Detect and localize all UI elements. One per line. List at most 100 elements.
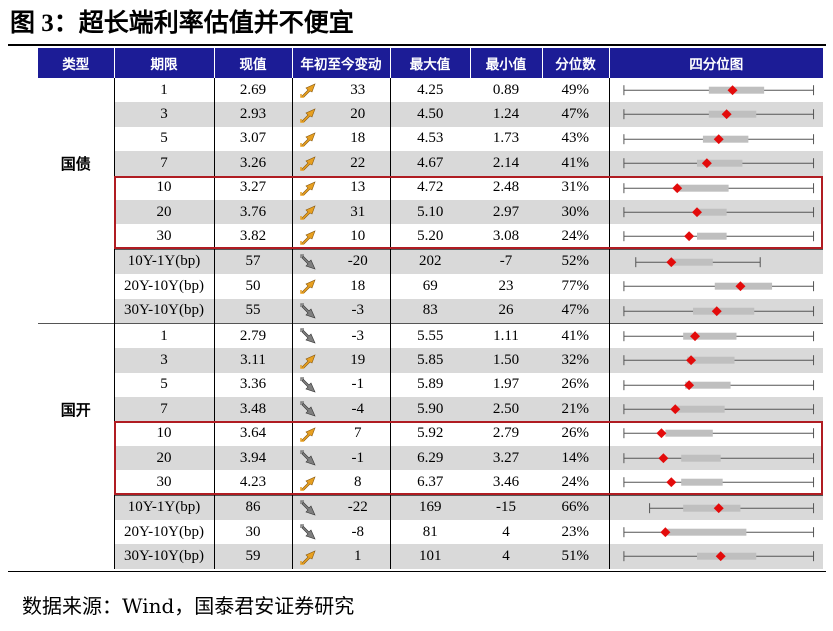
- boxplot-current-marker: [665, 477, 676, 488]
- ytd-change-cell: 19: [326, 348, 390, 373]
- quartile-boxplot: [622, 527, 814, 538]
- boxplot-iqr-box: [694, 208, 727, 216]
- min-value-cell: 2.48: [492, 179, 520, 196]
- down-arrow-icon: [300, 450, 318, 466]
- quartile-boxplot: [622, 85, 814, 96]
- percentile-cell: 23%: [561, 523, 590, 540]
- quartile-boxplot: [622, 477, 814, 488]
- ytd-change-cell: 18: [350, 130, 366, 147]
- max-value-cell: 4.53: [389, 126, 470, 152]
- direction-cell: [291, 102, 326, 127]
- direction-cell: [291, 470, 326, 496]
- ytd-change-cell: -3: [326, 298, 390, 324]
- quartile-boxplot: [622, 231, 814, 242]
- quartile-boxplot: [634, 256, 761, 267]
- ytd-change-cell: 10: [350, 228, 366, 245]
- up-arrow-icon: [300, 82, 318, 98]
- min-value-cell: -15: [470, 494, 542, 521]
- boxplot-cell: [608, 520, 823, 545]
- boxplot-iqr-box: [682, 504, 740, 512]
- up-arrow-icon: [300, 204, 318, 220]
- term-cell: 7: [113, 151, 214, 176]
- max-value-cell: 6.37: [389, 470, 470, 496]
- term-cell: 20: [113, 199, 214, 225]
- down-arrow-icon: [300, 401, 318, 417]
- boxplot-current-marker: [683, 379, 694, 390]
- max-value-cell: 5.90: [389, 397, 470, 422]
- max-value-cell: 169: [389, 494, 470, 521]
- current-value-cell: 3.11: [213, 348, 292, 373]
- max-value-cell: 5.20: [389, 224, 470, 250]
- valuation-table: 类型 期限 现值 年初至今变动 最大值 最小值 分位数 四分位图 国债 1 2.69…: [38, 48, 823, 569]
- type-label: 国开: [38, 322, 114, 496]
- term-cell: 1: [113, 322, 214, 349]
- ytd-change-cell: 7: [354, 425, 362, 442]
- ytd-change-cell: -4: [326, 397, 390, 422]
- term-cell: 10: [113, 421, 214, 446]
- col-header-min: 最小值: [469, 48, 542, 78]
- down-arrow-icon: [300, 328, 318, 344]
- percentile-cell: 26%: [561, 376, 590, 393]
- ytd-change-cell: -3: [326, 322, 390, 349]
- direction-cell: [291, 372, 326, 398]
- current-value-cell: 2.69: [213, 78, 292, 103]
- percentile-cell: 24%: [561, 228, 590, 245]
- direction-cell: [291, 445, 326, 471]
- max-value-cell: 81: [389, 520, 470, 545]
- boxplot-current-marker: [711, 305, 722, 316]
- min-value-cell: 0.89: [492, 81, 520, 98]
- boxplot-current-marker: [685, 355, 696, 366]
- up-arrow-icon: [300, 180, 318, 196]
- percentile-cell: 41%: [542, 322, 609, 349]
- boxplot-iqr-box: [696, 553, 756, 561]
- current-value-cell: 3.64: [213, 421, 292, 446]
- table-row: 30 3.82 10 5.20 3.08 24%: [38, 224, 823, 250]
- table-row: 5 3.07 18 4.53 1.73 43%: [38, 126, 823, 152]
- ytd-change-cell: 8: [354, 473, 362, 490]
- max-value-cell: 5.85: [389, 348, 470, 373]
- current-value-cell: 30: [213, 520, 292, 545]
- table-row: 10Y-1Y(bp) 86 -22 169 -15 66%: [38, 494, 823, 569]
- table-row: 20 3.94 -1 6.29 3.27 14%: [38, 445, 823, 471]
- direction-cell: [291, 544, 326, 569]
- up-arrow-icon: [300, 278, 318, 295]
- max-value-cell: 4.25: [389, 78, 470, 103]
- boxplot-iqr-box: [702, 135, 748, 143]
- ytd-change-cell: -1: [351, 376, 365, 393]
- boxplot-cell: [608, 298, 823, 324]
- max-value-cell: 5.10: [389, 199, 470, 225]
- quartile-boxplot: [622, 305, 814, 316]
- boxplot-iqr-box: [696, 159, 742, 167]
- boxplot-current-marker: [659, 527, 670, 538]
- max-value-cell: 202: [389, 248, 470, 275]
- quartile-boxplot: [622, 133, 814, 144]
- table-row: 3 3.11 19 5.85 1.50 32%: [38, 348, 823, 373]
- percentile-cell: 26%: [561, 425, 590, 442]
- boxplot-cell: [608, 102, 823, 127]
- boxplot-iqr-box: [666, 528, 746, 536]
- min-value-cell: 3.27: [470, 445, 542, 471]
- term-cell: 30: [113, 470, 214, 496]
- table-row: 7 3.26 22 4.67 2.14 41%: [38, 151, 823, 176]
- min-value-cell: 3.08: [492, 228, 520, 245]
- max-value-cell: 5.55: [389, 322, 470, 349]
- max-value-cell: 5.92: [389, 421, 470, 446]
- down-arrow-icon: [300, 254, 318, 270]
- boxplot-iqr-box: [676, 405, 725, 413]
- term-cell: 1: [113, 78, 214, 103]
- boxplot-iqr-box: [674, 184, 729, 192]
- table-body: 国债 1 2.69 33 4.25 0.89 49% 3 2.93 20 4.50 1.24 47% 5 3…: [38, 78, 823, 569]
- quartile-boxplot: [622, 158, 814, 169]
- col-header-ytd-change: 年初至今变动: [291, 48, 390, 78]
- current-value-cell: 3.36: [213, 372, 292, 398]
- table-row: 7 3.48 -4 5.90 2.50 21%: [38, 397, 823, 422]
- ytd-change-cell: -20: [326, 248, 390, 275]
- current-value-cell: 3.48: [213, 397, 292, 422]
- direction-cell: [291, 224, 326, 250]
- direction-cell: [291, 126, 326, 152]
- quartile-boxplot: [622, 182, 814, 193]
- current-value-cell: 55: [213, 298, 292, 324]
- percentile-cell: 43%: [561, 130, 590, 147]
- min-value-cell: 1.97: [492, 376, 520, 393]
- down-arrow-icon: [300, 500, 318, 516]
